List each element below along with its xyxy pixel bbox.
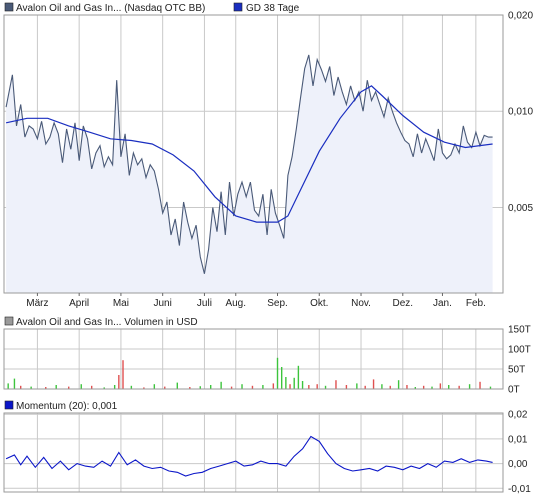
price-x-tick-label: April <box>69 298 89 309</box>
price-y-tick-label: 0,010 <box>508 107 533 118</box>
momentum-y-tick-label: 0,00 <box>508 459 528 470</box>
momentum-y-tick-label: 0,01 <box>508 434 528 445</box>
ma-legend-swatch-icon <box>233 2 243 12</box>
price-x-tick-label: Sep. <box>267 298 288 309</box>
price-x-tick-label: Feb. <box>466 298 486 309</box>
price-x-tick-label: Okt. <box>310 298 328 309</box>
price-x-tick-label: Jan. <box>433 298 452 309</box>
price-x-tick-label: März <box>26 298 48 309</box>
price-y-tick-label: 0,005 <box>508 203 533 214</box>
volume-y-axis: 0T 50T 100T 150T <box>508 325 531 396</box>
volume-y-tick-label: 150T <box>508 325 531 336</box>
volume-y-tick-label: 50T <box>508 365 525 376</box>
price-x-tick-label: Aug. <box>225 298 246 309</box>
price-x-tick-label: Mai <box>113 298 129 309</box>
momentum-y-axis: -0,01 0,00 0,01 0,02 <box>508 410 531 495</box>
volume-y-tick-label: 100T <box>508 345 531 356</box>
momentum-legend-swatch-icon <box>4 400 14 410</box>
price-x-tick-label: Dez. <box>393 298 414 309</box>
price-x-tick-label: Nov. <box>351 298 371 309</box>
momentum-plot-frame <box>3 412 504 493</box>
price-x-axis: März April Mai Juni Juli Aug. Sep. Okt. Nov. Dez.… <box>26 293 486 309</box>
price-series-line <box>5 54 493 274</box>
volume-y-tick-label: 0T <box>508 385 520 396</box>
volume-panel: Avalon Oil and Gas In... Volumen in USD … <box>3 316 531 396</box>
momentum-series-line <box>5 435 493 477</box>
ma-series-line <box>5 85 493 223</box>
price-y-tick-label: 0,020 <box>508 11 533 22</box>
price-x-tick-label: Juli <box>197 298 212 309</box>
momentum-panel: Momentum (20): 0,001 -0,01 0,00 0,01 0,02 <box>3 400 531 495</box>
volume-legend-swatch-icon <box>4 316 14 326</box>
price-area-fill <box>6 54 493 294</box>
price-x-tick-label: Juni <box>153 298 171 309</box>
momentum-legend-label: Momentum (20): 0,001 <box>16 401 118 412</box>
ma-legend-label: GD 38 Tage <box>246 3 300 14</box>
price-y-axis: 0,005 0,010 0,020 <box>508 11 533 214</box>
momentum-y-tick-label: 0,02 <box>508 410 528 421</box>
price-legend-swatch-icon <box>4 2 14 12</box>
momentum-y-tick-label: -0,01 <box>508 484 531 495</box>
price-plot-frame <box>3 14 504 294</box>
volume-gridlines <box>4 328 503 390</box>
momentum-gridlines <box>4 413 503 492</box>
volume-bars <box>7 357 492 389</box>
price-legend-label: Avalon Oil and Gas In... (Nasdaq OTC BB) <box>16 3 205 14</box>
price-panel: Avalon Oil and Gas In... (Nasdaq OTC BB)… <box>3 2 533 309</box>
volume-plot-frame <box>3 328 504 390</box>
volume-legend-label: Avalon Oil and Gas In... Volumen in USD <box>16 317 198 328</box>
